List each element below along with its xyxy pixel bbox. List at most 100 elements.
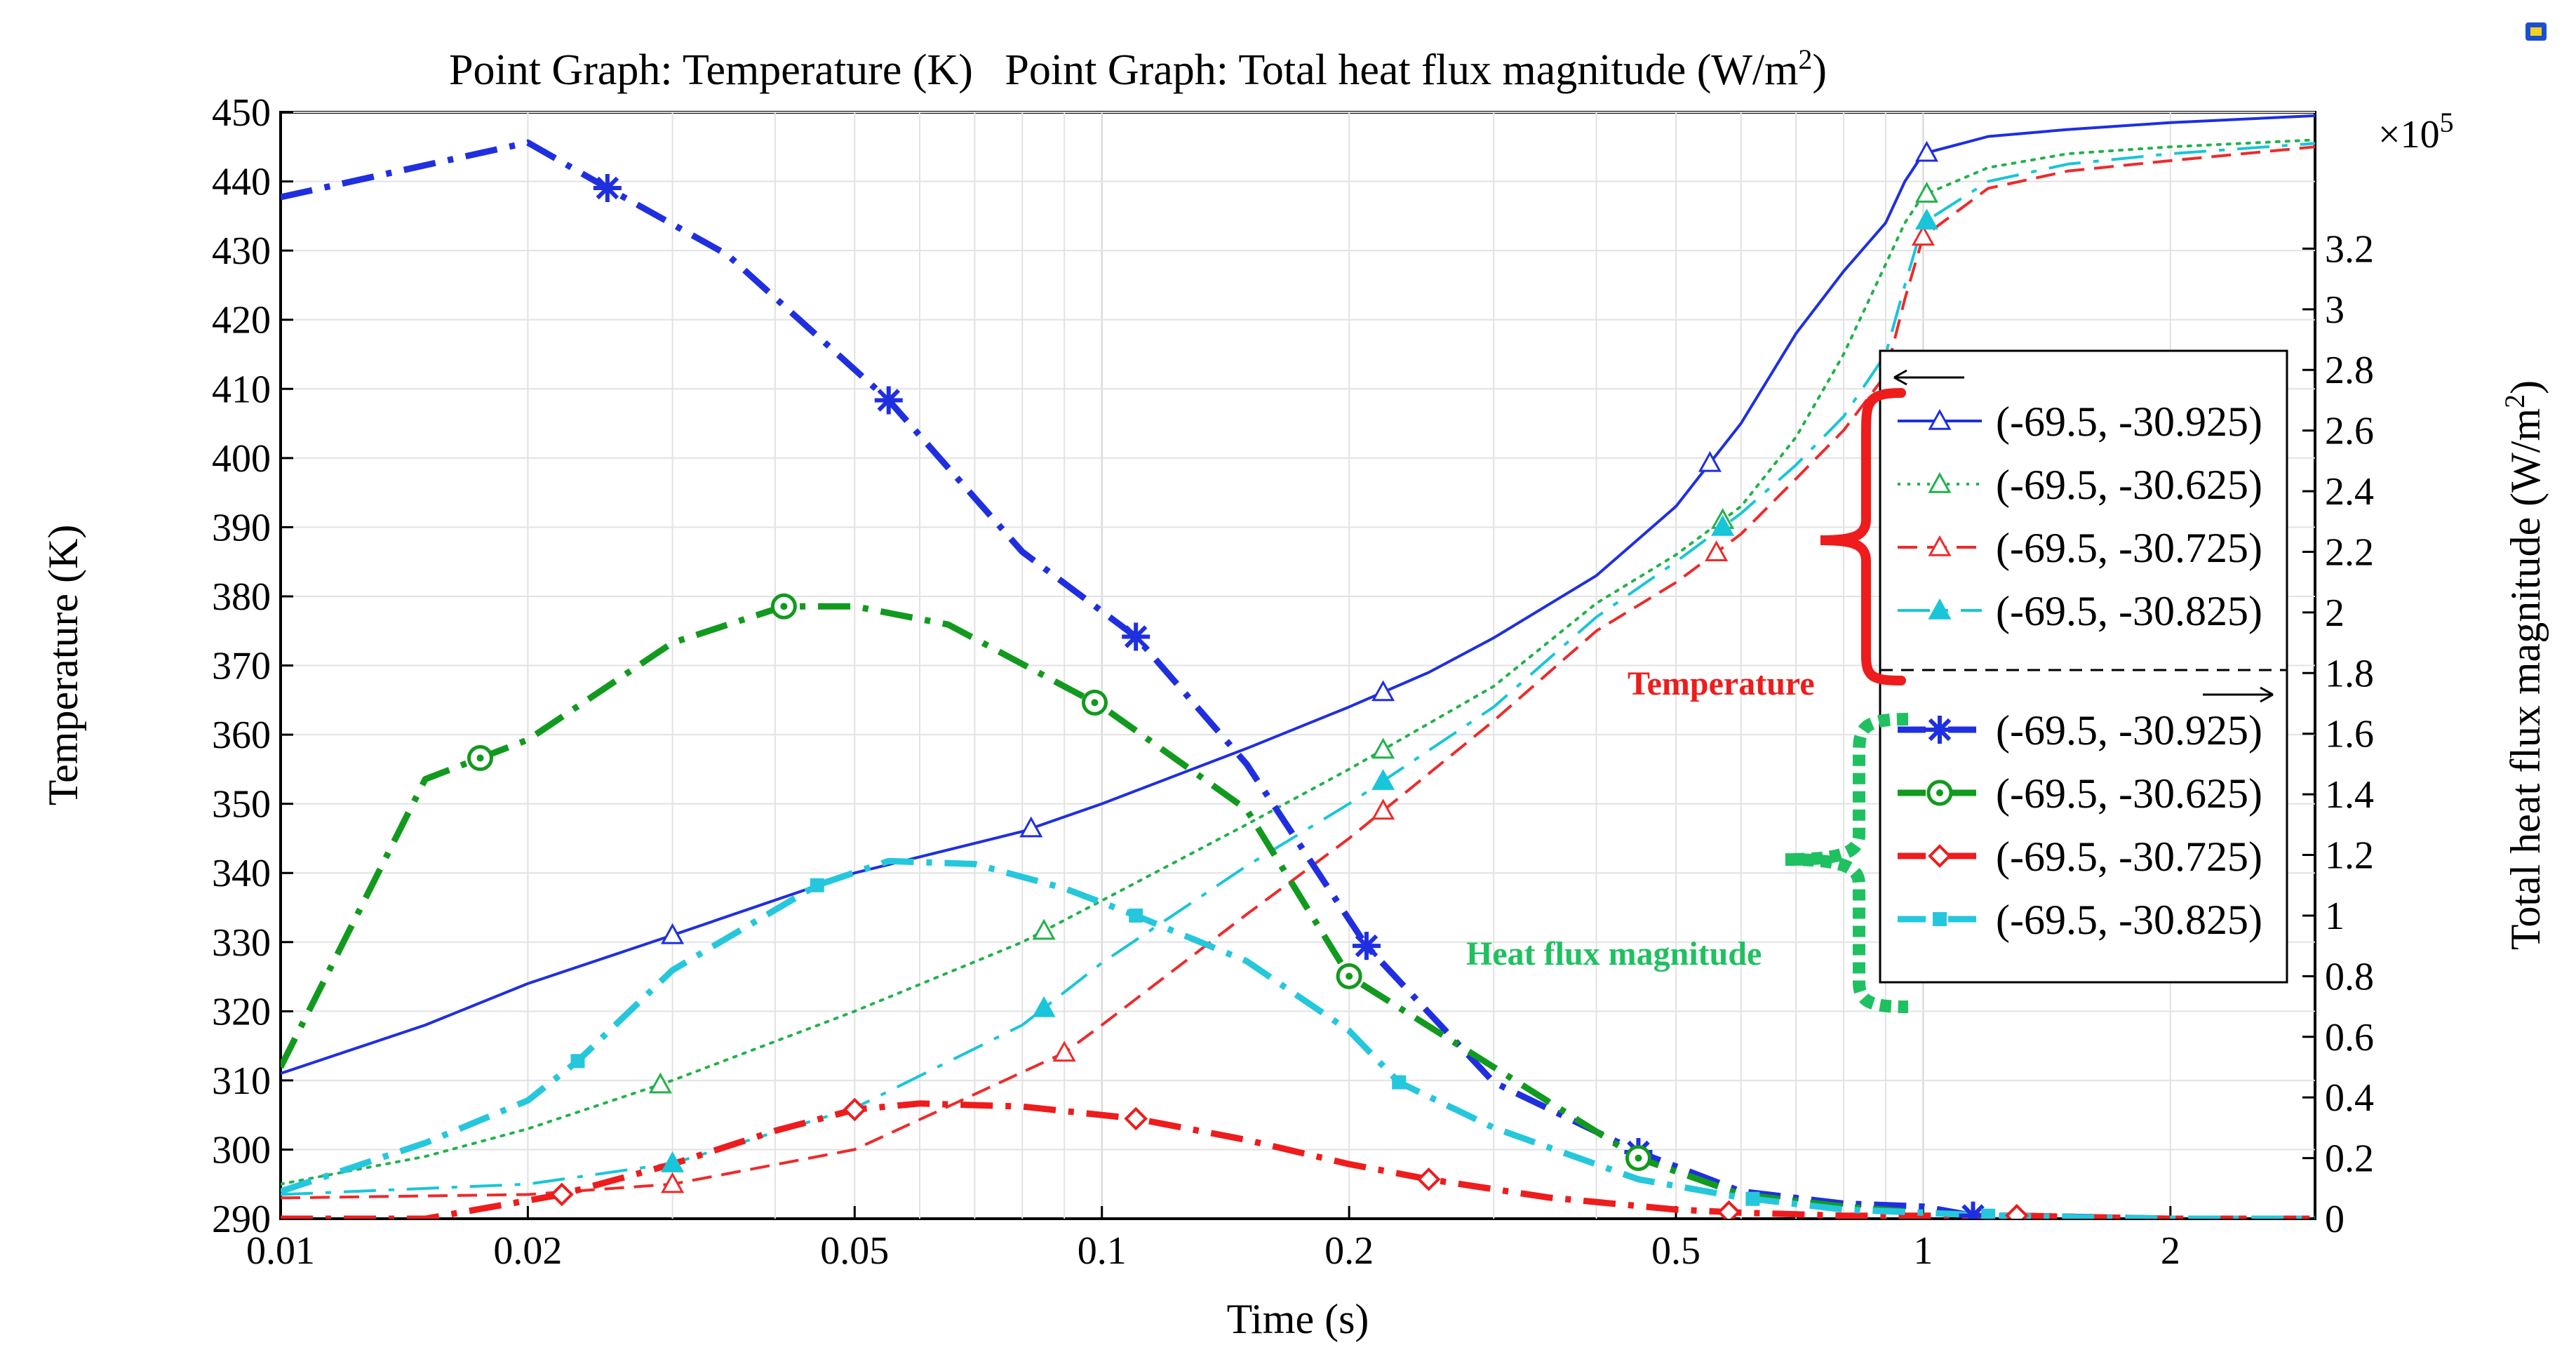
heat-flux-series-1-marker [1122, 622, 1151, 651]
title-part-2: Point Graph: Total heat flux magnitude (… [1005, 46, 1798, 94]
y2-multiplier-exponent: 5 [2440, 107, 2454, 138]
y-tick-label: 360 [212, 714, 271, 757]
legend-marker-7 [1928, 844, 1952, 868]
temperature-series-1-marker [1698, 450, 1722, 472]
annotations: Temperature Heat flux magnitude [1466, 388, 1909, 1013]
temperature-series-1-marker [1019, 816, 1043, 838]
y2-tick-label: 1.6 [2325, 713, 2374, 756]
legend-marker-2 [1928, 471, 1952, 493]
x-tick-label: 0.02 [493, 1229, 562, 1273]
legend-label-5: (-69.5, -30.925) [1996, 707, 2262, 754]
y2-tick-label: 1.4 [2325, 773, 2374, 817]
heat-flux-series-3-line [281, 1100, 2315, 1219]
heat-flux-series-3-marker [550, 1182, 574, 1207]
heat-flux-bracket-icon [1785, 713, 1909, 1013]
legend-marker-8 [1933, 912, 1947, 926]
temperature-series-3-marker [1371, 798, 1395, 820]
x-tick-label: 0.5 [1651, 1229, 1700, 1273]
temperature-series-4-marker [661, 1151, 685, 1172]
y-tick-label: 370 [212, 645, 271, 688]
y-tick-label: 450 [212, 91, 271, 135]
temperature-series-3-marker [1705, 540, 1729, 562]
title-part-4: ) [1812, 46, 1827, 94]
y-axis-title: Temperature (K) [40, 525, 86, 806]
heat-flux-series-4-marker [810, 878, 824, 892]
y2-tick-label: 2 [2325, 591, 2344, 635]
heat-flux-series-2-marker [770, 593, 797, 620]
temperature-series-2-marker [648, 1072, 672, 1094]
y2-multiplier-base: ×10 [2378, 113, 2440, 156]
temperature-series-3-marker [1052, 1040, 1076, 1062]
x-tick-label: 2 [2161, 1229, 2180, 1273]
y2-tick-label: 0.6 [2325, 1016, 2374, 1059]
temperature-series-3-marker [661, 1172, 685, 1193]
y-tick-label: 320 [212, 990, 271, 1033]
legend-marker-3 [1928, 535, 1952, 556]
x-tick-label: 0.2 [1324, 1229, 1374, 1273]
y2-tick-label: 3.2 [2325, 227, 2374, 271]
heat-flux-series-4-marker [1129, 908, 1143, 923]
y-tick-label: 420 [212, 299, 271, 342]
chart-title: Point Graph: Temperature (K) Point Graph… [449, 44, 1827, 95]
heat-flux-series-4-line [281, 857, 2315, 1219]
y-tick-label: 400 [212, 437, 271, 481]
y2-tick-label: 1.8 [2325, 652, 2374, 695]
legend: (-69.5, -30.925) (-69.5, -30.625) (-69.5, … [1879, 349, 2288, 984]
heat-flux-series-4-marker [1981, 1208, 1996, 1219]
heat-flux-series-1-marker [1352, 932, 1381, 961]
heat-flux-annotation: Heat flux magnitude [1466, 935, 1762, 972]
heat-flux-series-3-marker [1416, 1167, 1441, 1191]
y2-title-exponent: 2 [2499, 394, 2530, 408]
y-tick-label: 290 [212, 1198, 271, 1241]
heat-flux-series-2-marker [1625, 1145, 1651, 1172]
y2-multiplier: ×105 [2378, 107, 2454, 157]
temperature-series-2-marker [1371, 737, 1395, 759]
temperature-series-1-line [281, 114, 2315, 1075]
legend-label-1: (-69.5, -30.925) [1996, 399, 2262, 445]
legend-label-2: (-69.5, -30.625) [1996, 462, 2262, 508]
temperature-series-4-marker [1914, 208, 1939, 230]
y2-title-part-1: Total heat flux magnitude (W/m [2502, 408, 2549, 950]
heat-flux-series-1-marker [593, 174, 622, 203]
x-tick-label: 0.1 [1078, 1229, 1127, 1273]
heat-flux-series-1-marker [874, 386, 903, 415]
temperature-series-2-marker [1914, 182, 1939, 203]
temperature-series-2-marker [1032, 918, 1056, 940]
legend-marker-5 [1926, 716, 1954, 744]
x-tick-label: 1 [1913, 1229, 1933, 1273]
heat-flux-series-2-marker [1081, 689, 1108, 716]
temperature-series-4-marker [1371, 769, 1395, 790]
temperature-series-4-line [281, 142, 2315, 1196]
heat-flux-series-2-line [281, 603, 2315, 1219]
y2-tick-label: 2.2 [2325, 530, 2374, 574]
y2-title-part-3: ) [2502, 380, 2549, 394]
legend-box [1879, 349, 2288, 984]
heat-flux-series-3-marker [2004, 1203, 2029, 1219]
legend-label-3: (-69.5, -30.725) [1996, 525, 2262, 571]
legend-label-7: (-69.5, -30.725) [1996, 834, 2262, 880]
heat-flux-series-2-marker [467, 744, 494, 771]
y2-tick-label: 2.6 [2325, 410, 2374, 453]
heat-flux-series-3-marker [1717, 1200, 1741, 1219]
y2-tick-label: 3 [2325, 288, 2344, 332]
temperature-series-1-marker [661, 923, 685, 944]
y2-tick-label: 0.2 [2325, 1137, 2374, 1181]
y-tick-label: 300 [212, 1128, 271, 1172]
heat-flux-series-3-marker [1124, 1106, 1148, 1131]
title-part-1: Point Graph: Temperature (K) [449, 46, 973, 94]
title-exponent: 2 [1798, 44, 1812, 75]
heat-flux-series-4-marker [1745, 1191, 1760, 1206]
temperature-series-2-line [281, 138, 2315, 1186]
y-tick-label: 390 [212, 506, 271, 549]
y2-tick-label: 0.8 [2325, 955, 2374, 998]
heat-flux-series-1-line [281, 139, 2315, 1219]
legend-right-arrow-icon [2203, 686, 2274, 703]
y-tick-label: 430 [212, 229, 271, 273]
markers-layer [467, 140, 2029, 1219]
legend-marker-1 [1928, 408, 1952, 430]
y2-axis-title: Total heat flux magnitude (W/m2) [2499, 380, 2549, 950]
heat-flux-series-3-marker [843, 1097, 867, 1122]
temperature-series-1-marker [1914, 140, 1939, 162]
y-tick-label: 340 [212, 852, 271, 895]
